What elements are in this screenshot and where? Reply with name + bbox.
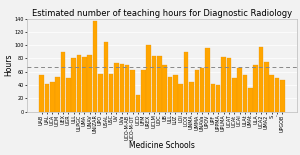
Bar	[130, 70, 135, 112]
Bar	[77, 55, 81, 112]
Bar	[211, 84, 215, 112]
Bar	[173, 75, 178, 112]
Bar	[168, 77, 172, 112]
Bar	[66, 78, 70, 112]
Bar	[136, 95, 140, 112]
Bar	[50, 82, 55, 112]
Bar	[184, 52, 188, 112]
Bar	[280, 80, 285, 112]
Bar	[259, 46, 263, 112]
Bar	[88, 55, 92, 112]
Bar	[61, 52, 65, 112]
Bar	[39, 75, 44, 112]
Bar	[146, 44, 151, 112]
Bar	[243, 75, 247, 112]
Bar	[125, 65, 130, 112]
Title: Estimated number of teaching hours for Diagnostic Radiology: Estimated number of teaching hours for D…	[32, 9, 292, 18]
Bar	[254, 65, 258, 112]
X-axis label: Medicine Schools: Medicine Schools	[129, 141, 195, 150]
Y-axis label: Hours: Hours	[4, 54, 14, 76]
Bar	[152, 56, 156, 112]
Bar	[200, 68, 204, 112]
Bar	[103, 42, 108, 112]
Bar	[162, 65, 167, 112]
Bar	[55, 77, 60, 112]
Bar	[71, 58, 76, 112]
Bar	[232, 78, 236, 112]
Bar	[194, 70, 199, 112]
Bar	[114, 63, 119, 112]
Bar	[109, 74, 113, 112]
Bar	[226, 58, 231, 112]
Bar	[120, 64, 124, 112]
Bar	[264, 62, 269, 112]
Bar	[269, 75, 274, 112]
Bar	[45, 84, 49, 112]
Bar	[205, 49, 210, 112]
Bar	[178, 84, 183, 112]
Bar	[82, 57, 87, 112]
Bar	[189, 82, 194, 112]
Bar	[157, 56, 162, 112]
Bar	[93, 21, 98, 112]
Bar	[141, 70, 146, 112]
Bar	[237, 68, 242, 112]
Bar	[248, 88, 253, 112]
Bar	[98, 74, 103, 112]
Bar	[221, 57, 226, 112]
Bar	[216, 85, 220, 112]
Bar	[275, 78, 279, 112]
